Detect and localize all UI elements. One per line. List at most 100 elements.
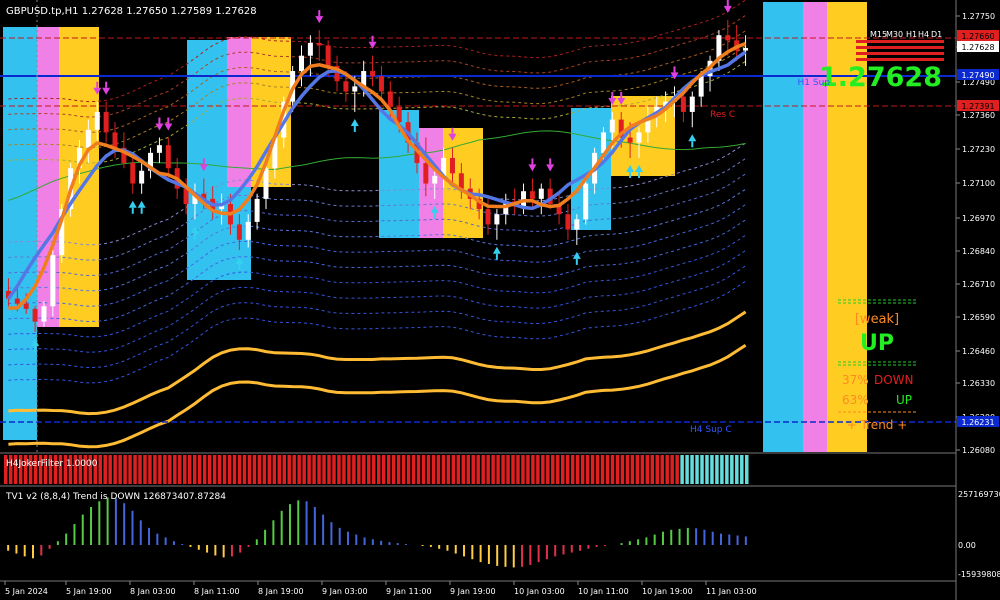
filter-bar [183, 455, 187, 484]
candle [263, 163, 269, 210]
time-tick-label: 9 Jan 19:00 [450, 587, 496, 596]
filter-bar [650, 455, 655, 484]
filter-bar [88, 455, 93, 484]
candle [432, 168, 438, 199]
filter-bar [18, 455, 23, 484]
filter-bar [168, 455, 172, 484]
filter-bar [531, 455, 535, 484]
filter-bar [13, 455, 18, 484]
filter-bar [471, 455, 475, 484]
candle [334, 55, 340, 92]
filter-bar [635, 455, 640, 484]
panel2-scale-top: 257169730 [958, 490, 1000, 499]
filter-bar [620, 455, 625, 484]
sell-arrow-icon [528, 164, 537, 172]
filter-bar [491, 455, 495, 484]
filter-bar [178, 455, 182, 484]
envelope-band [8, 234, 746, 338]
filter-bar [118, 455, 122, 484]
candle [716, 30, 722, 72]
filter-bar [197, 455, 202, 484]
joker-filter-bars [4, 455, 749, 484]
h4-sup-label: H4 Sup C [690, 425, 732, 435]
filter-bar [202, 455, 207, 484]
filter-bar [680, 455, 684, 484]
filter-bar [700, 455, 704, 484]
time-tick-label: 11 Jan 03:00 [706, 587, 757, 596]
filter-bar [595, 455, 600, 484]
filter-bar [570, 455, 575, 484]
filter-bar [78, 455, 83, 484]
filter-bar [431, 455, 436, 484]
price-tick-label: 1.27230 [962, 145, 995, 154]
time-tick-label: 9 Jan 11:00 [386, 587, 432, 596]
filter-bar [710, 455, 714, 484]
filter-bar [481, 455, 485, 484]
filter-bar [416, 455, 421, 484]
filter-bar [63, 455, 68, 484]
candle [565, 203, 571, 240]
filter-bar [501, 455, 505, 484]
filter-bar [28, 455, 33, 484]
sell-arrow-icon [199, 164, 208, 172]
candle [165, 137, 171, 179]
filter-bar [585, 455, 590, 484]
filter-bar [108, 455, 112, 484]
filter-bar [461, 455, 466, 484]
filter-bar [257, 455, 262, 484]
filter-bar [645, 455, 650, 484]
filter-bar [133, 455, 137, 484]
candle [378, 65, 384, 102]
band-lines [8, 0, 747, 449]
filter-bar [48, 455, 53, 484]
filter-bar [83, 455, 88, 484]
price-tick-label: 1.26590 [962, 313, 995, 322]
panel2-scale-mid: 0.00 [958, 541, 976, 550]
filter-bar [43, 455, 48, 484]
filter-bar [446, 455, 451, 484]
time-tick-label: 8 Jan 11:00 [194, 587, 240, 596]
envelope-band [8, 188, 746, 292]
filter-bar [436, 455, 441, 484]
buy-arrow-icon [190, 226, 199, 234]
price-tick-label: 1.26330 [962, 379, 995, 388]
filter-bar [227, 455, 232, 484]
filter-bar [690, 455, 694, 484]
candle [556, 193, 562, 225]
filter-bar [217, 455, 222, 484]
filter-bar [113, 455, 117, 484]
filter-bar [158, 455, 162, 484]
price-tick-label: 1.26840 [962, 247, 995, 256]
candle [103, 101, 109, 143]
buy-arrow-icon [626, 164, 635, 172]
candle [85, 119, 91, 164]
tf-h1: H1 [906, 30, 917, 39]
filter-bar [277, 455, 282, 484]
time-tick-label: 5 Jan 2024 [5, 587, 48, 596]
big-price: 1.27628 [819, 62, 942, 93]
filter-bar [735, 455, 739, 484]
filter-bar [23, 455, 28, 484]
filter-bar [521, 455, 525, 484]
filter-bar [695, 455, 699, 484]
filter-bar [511, 455, 515, 484]
price-tick-label: 1.26460 [962, 347, 995, 356]
buy-arrow-icon [31, 338, 40, 346]
filter-bar [357, 455, 361, 484]
filter-bar [103, 455, 107, 484]
envelope-band [8, 14, 746, 118]
candle [449, 147, 455, 184]
candle [645, 106, 651, 143]
price-tick-label: 1.26080 [962, 446, 995, 455]
filter-bar [476, 455, 480, 484]
envelope-band [8, 158, 746, 261]
candle [538, 183, 544, 215]
filter-bar [138, 455, 142, 484]
filter-bar [317, 455, 321, 484]
filter-bar [546, 455, 550, 484]
filter-bar [377, 455, 381, 484]
panel2-label: TV1 v2 (8,8,4) Trend is DOWN 126873407.8… [5, 492, 226, 502]
time-axis: 5 Jan 2024 5 Jan 19:00 8 Jan 03:00 8 Jan 11… [4, 581, 757, 596]
filter-bar [98, 455, 102, 484]
